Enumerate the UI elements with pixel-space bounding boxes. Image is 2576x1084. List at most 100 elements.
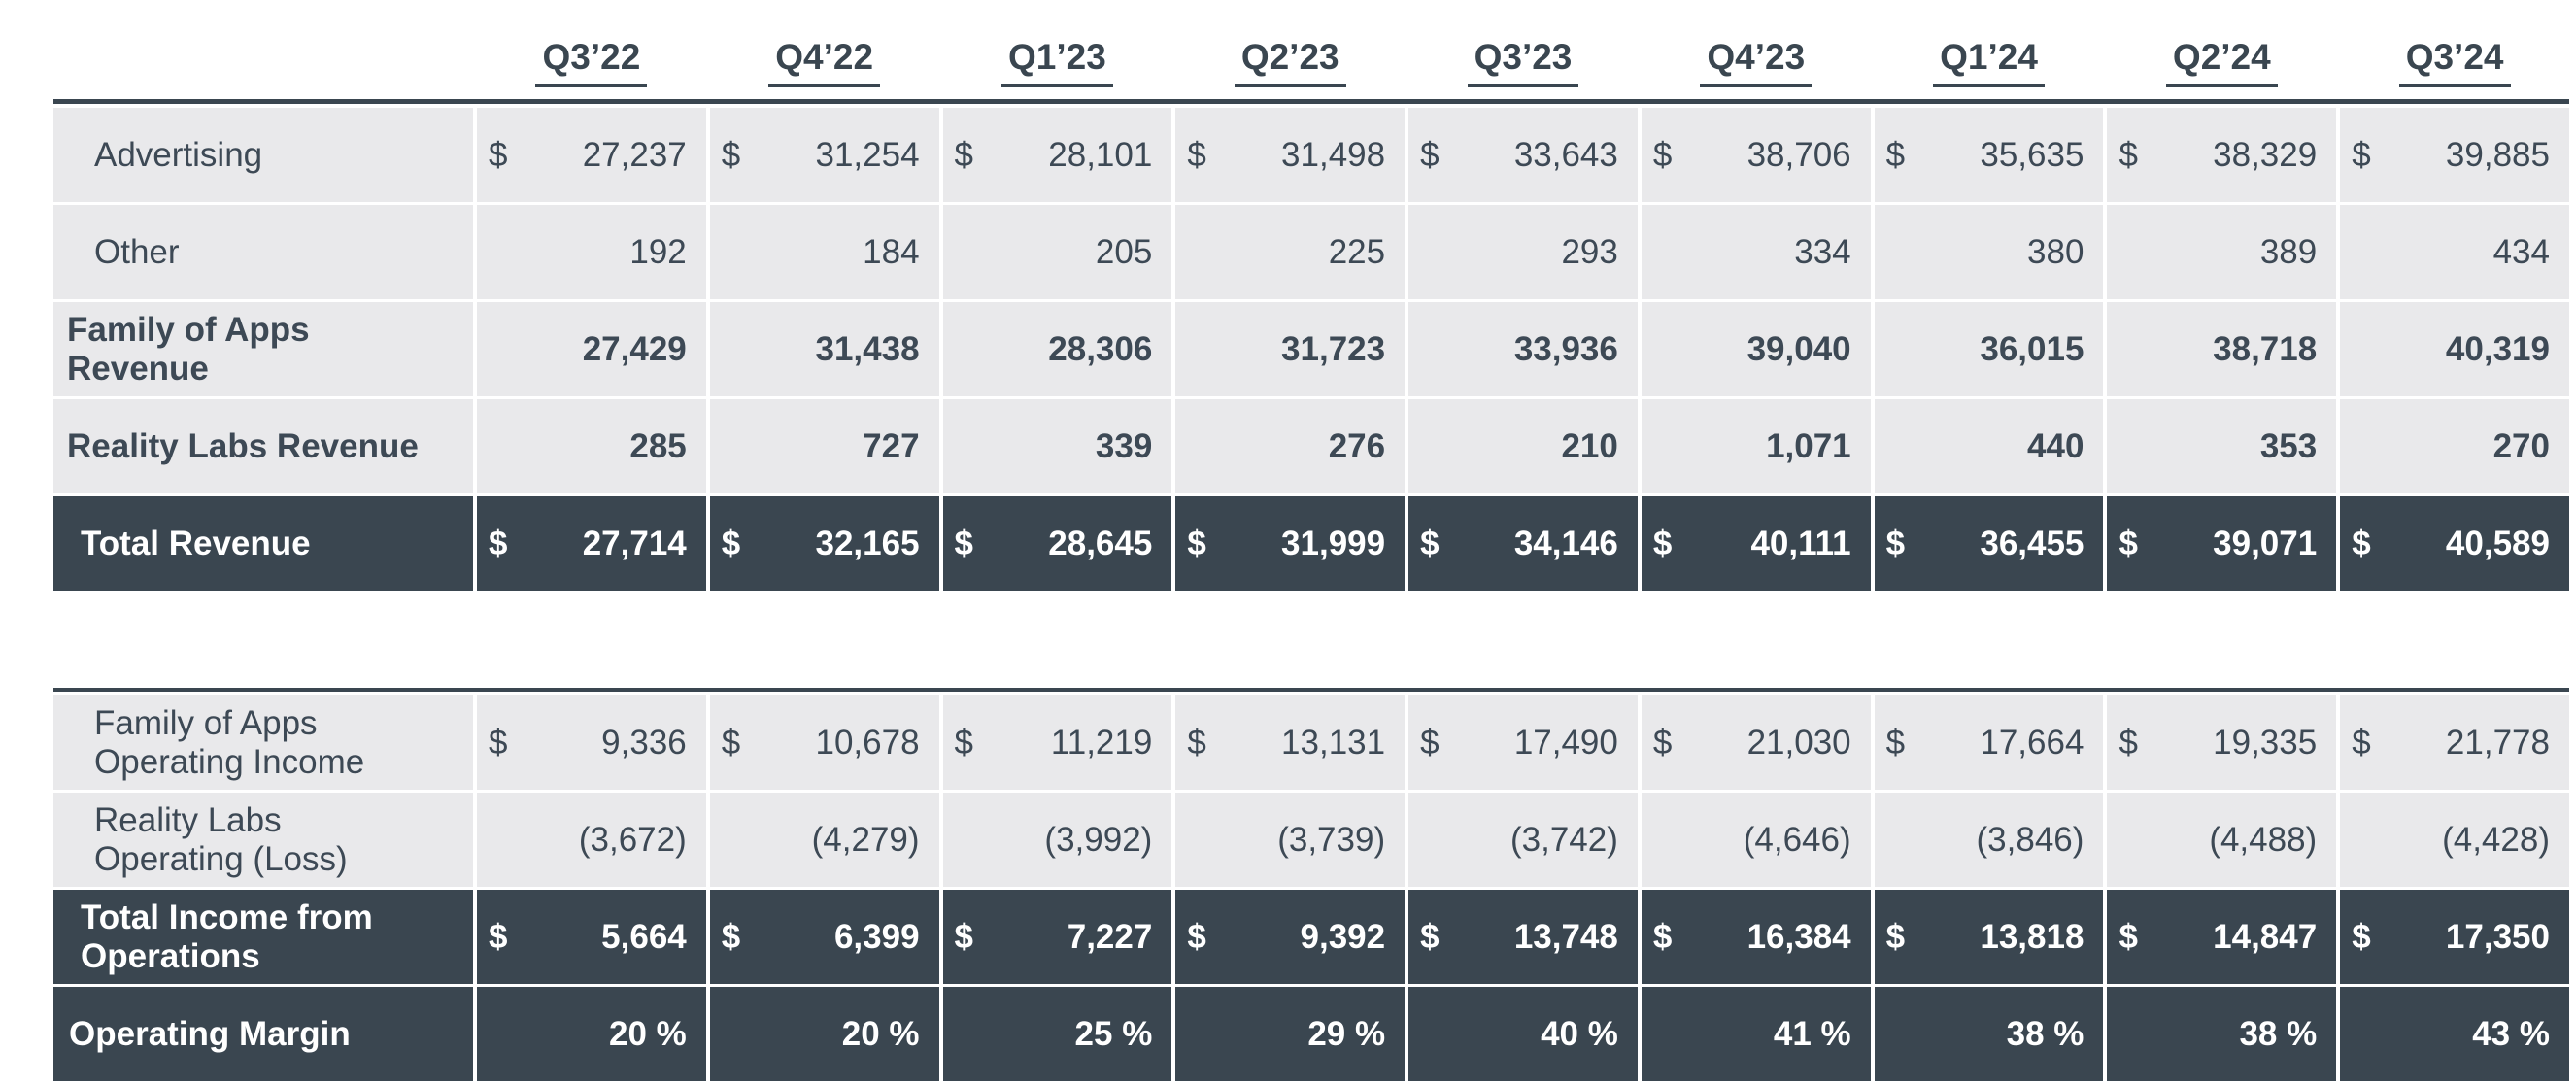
cell-value: 36,455: [1980, 524, 2085, 562]
value-cell: 440: [1874, 399, 2104, 493]
value-cell: (3,992): [942, 793, 1172, 887]
value-cell: 31,723: [1175, 302, 1406, 396]
quarter-header-row: Q3’22 Q4’22 Q1’23 Q2’23 Q3’23 Q4’23 Q1’24 Q2’24…: [53, 37, 2569, 89]
cell-value: (4,488): [2209, 820, 2318, 859]
cell-value: (3,739): [1277, 820, 1386, 859]
value-cell: $36,455: [1874, 496, 2104, 591]
dollar-sign: $: [1885, 917, 1906, 956]
cell-value: 32,165: [815, 524, 920, 562]
cell-value: (4,428): [2442, 820, 2550, 859]
value-cell: 20 %: [477, 987, 706, 1081]
cell-value: 25 %: [1074, 1014, 1153, 1053]
value-cell: 25 %: [942, 987, 1172, 1081]
cell-value: 39,040: [1746, 329, 1851, 368]
cell-value: 20 %: [608, 1014, 687, 1053]
cell-value: 40 %: [1541, 1014, 1618, 1053]
dollar-sign: $: [721, 524, 741, 562]
row-label: Family of Apps Operating Income: [53, 695, 473, 790]
value-cell: $6,399: [709, 890, 939, 984]
cell-value: 293: [1561, 232, 1618, 271]
value-cell: (4,279): [709, 793, 939, 887]
value-cell: 339: [942, 399, 1172, 493]
column-header-label: Q4’22: [768, 37, 881, 87]
value-cell: $31,498: [1175, 108, 1406, 202]
value-cell: 225: [1175, 205, 1406, 299]
value-cell: 20 %: [709, 987, 939, 1081]
column-header-9: Q3’24: [2340, 37, 2569, 89]
dollar-sign: $: [2352, 524, 2371, 562]
column-header-label: Q1’24: [1933, 37, 2045, 87]
value-cell: $10,678: [709, 695, 939, 790]
value-cell: $11,219: [942, 695, 1172, 790]
cell-value: 28,306: [1048, 329, 1153, 368]
value-cell: 40 %: [1408, 987, 1638, 1081]
value-cell: 38 %: [2107, 987, 2337, 1081]
cell-value: 21,778: [2445, 723, 2550, 762]
row-label: Operating Margin: [53, 987, 473, 1081]
value-cell: 184: [709, 205, 939, 299]
value-cell: $17,664: [1874, 695, 2104, 790]
dollar-sign: $: [721, 917, 741, 956]
dollar-sign: $: [2352, 723, 2371, 762]
value-cell: $19,335: [2107, 695, 2337, 790]
value-cell: 38 %: [1874, 987, 2104, 1081]
cell-value: 28,101: [1048, 135, 1153, 174]
cell-value: 192: [629, 232, 687, 271]
value-cell: 43 %: [2340, 987, 2569, 1081]
cell-value: 39,885: [2445, 135, 2550, 174]
value-cell: 270: [2340, 399, 2569, 493]
cell-value: 5,664: [601, 917, 687, 956]
cell-value: 19,335: [2213, 723, 2318, 762]
value-cell: 36,015: [1874, 302, 2104, 396]
cell-value: 184: [863, 232, 920, 271]
value-cell: $28,101: [942, 108, 1172, 202]
value-cell: 285: [477, 399, 706, 493]
dollar-sign: $: [1187, 917, 1206, 956]
cell-value: 43 %: [2472, 1014, 2550, 1053]
operating-table-body: Family of Apps Operating Income $9,336 $10…: [53, 695, 2569, 1081]
value-cell: $38,706: [1641, 108, 1871, 202]
value-cell: 353: [2107, 399, 2337, 493]
value-cell: 28,306: [942, 302, 1172, 396]
cell-value: 17,664: [1980, 723, 2085, 762]
column-header-label: Q3’23: [1467, 37, 1579, 87]
value-cell: 334: [1641, 205, 1871, 299]
value-cell: $33,643: [1408, 108, 1638, 202]
dollar-sign: $: [489, 524, 508, 562]
value-cell: (4,428): [2340, 793, 2569, 887]
cell-value: 33,936: [1513, 329, 1618, 368]
cell-value: 21,030: [1746, 723, 1851, 762]
value-cell: $27,237: [477, 108, 706, 202]
dollar-sign: $: [1885, 524, 1906, 562]
dollar-sign: $: [2118, 917, 2138, 956]
operating-table-top-border: [53, 688, 2569, 692]
header-spacer: [53, 37, 473, 89]
dollar-sign: $: [2352, 917, 2371, 956]
cell-value: 353: [2259, 426, 2318, 465]
cell-value: 40,111: [1750, 524, 1851, 562]
dollar-sign: $: [2118, 524, 2138, 562]
value-cell: $13,131: [1175, 695, 1406, 790]
operating-income-table: Family of Apps Operating Income $9,336 $10…: [53, 688, 2569, 1081]
value-cell: $32,165: [709, 496, 939, 591]
cell-value: 380: [2027, 232, 2085, 271]
value-cell: $13,818: [1874, 890, 2104, 984]
value-cell: (4,488): [2107, 793, 2337, 887]
dollar-sign: $: [1187, 135, 1206, 174]
row-label: Total Revenue: [53, 496, 473, 591]
row-label: Total Income from Operations: [53, 890, 473, 984]
cell-value: 31,498: [1281, 135, 1386, 174]
cell-value: (3,992): [1044, 820, 1153, 859]
cell-value: 9,336: [601, 723, 687, 762]
row-label: Reality Labs Operating (Loss): [53, 793, 473, 887]
value-cell: $7,227: [942, 890, 1172, 984]
value-cell: 33,936: [1408, 302, 1638, 396]
cell-value: 31,723: [1281, 329, 1386, 368]
dollar-sign: $: [954, 723, 974, 762]
column-header-label: Q2’24: [2165, 37, 2278, 87]
value-cell: (3,846): [1874, 793, 2104, 887]
value-cell: 210: [1408, 399, 1638, 493]
value-cell: $39,885: [2340, 108, 2569, 202]
cell-value: 40,589: [2445, 524, 2550, 562]
value-cell: 192: [477, 205, 706, 299]
